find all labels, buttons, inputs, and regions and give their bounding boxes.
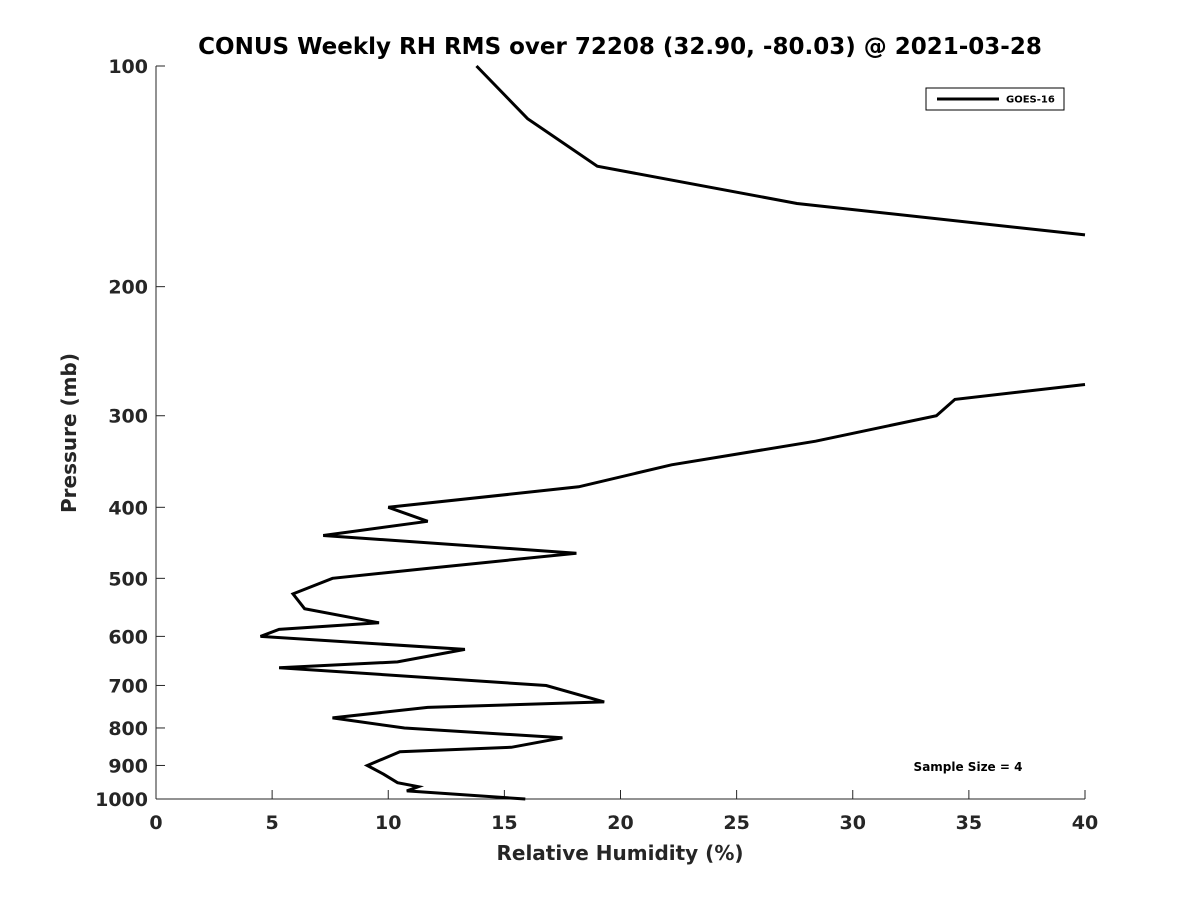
chart-title: CONUS Weekly RH RMS over 72208 (32.90, -…	[198, 34, 1042, 60]
y-axis-label: Pressure (mb)	[57, 353, 81, 513]
x-tick-label: 20	[607, 812, 633, 834]
y-tick-label: 600	[108, 626, 148, 648]
x-tick-label: 25	[723, 812, 749, 834]
y-tick-label: 400	[108, 497, 148, 519]
y-tick-label: 100	[108, 56, 148, 78]
x-tick-label: 5	[266, 812, 279, 834]
y-tick-label: 300	[108, 406, 148, 428]
x-axis-label: Relative Humidity (%)	[496, 841, 743, 865]
sample-size-annotation: Sample Size = 4	[914, 760, 1023, 774]
x-tick-label: 10	[375, 812, 401, 834]
x-tick-label: 40	[1072, 812, 1098, 834]
y-axis-ticks: 100 200 300 400 500 600 700 800 900 1000	[95, 56, 165, 811]
y-tick-label: 500	[108, 568, 148, 590]
x-axis-ticks: 0 5 10 15 20 25 30 35 40	[149, 790, 1098, 834]
legend: GOES-16	[925, 87, 1065, 111]
y-tick-label: 900	[108, 755, 148, 777]
x-tick-label: 30	[840, 812, 866, 834]
y-tick-label: 200	[108, 277, 148, 299]
series-lines	[259, 64, 1086, 801]
axes-frame	[155, 66, 1085, 800]
x-tick-label: 35	[956, 812, 982, 834]
series-line-goes16-segment-2	[259, 383, 1086, 801]
y-tick-label: 800	[108, 718, 148, 740]
y-tick-label: 700	[108, 675, 148, 697]
x-tick-label: 0	[149, 812, 162, 834]
legend-label-goes16: GOES-16	[1006, 95, 1055, 106]
series-line-goes16-segment-1	[475, 64, 1086, 237]
y-tick-label: 1000	[95, 789, 148, 811]
x-tick-label: 15	[491, 812, 517, 834]
